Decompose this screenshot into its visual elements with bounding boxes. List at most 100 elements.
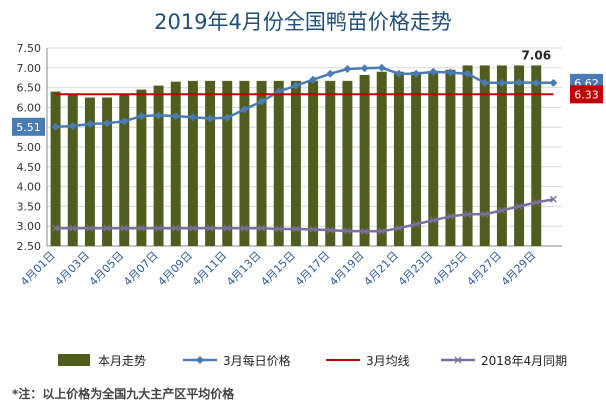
- x-tick-label: 4月01日: [18, 249, 58, 289]
- data-point: [154, 111, 163, 120]
- data-point: [69, 224, 77, 232]
- data-point: [206, 224, 214, 232]
- data-point: [549, 78, 558, 87]
- data-point: [309, 225, 317, 233]
- data-point: [549, 195, 557, 203]
- data-point: [463, 69, 472, 78]
- bar: [325, 80, 336, 246]
- bar: [290, 80, 301, 246]
- bar: [376, 71, 387, 246]
- x-tick-label: 4月15日: [258, 249, 298, 289]
- series-line: [55, 198, 554, 233]
- y-tick-label: 4.50: [17, 161, 42, 174]
- data-point: [51, 122, 60, 131]
- y-tick-label: 6.50: [17, 82, 42, 95]
- bar: [153, 85, 164, 247]
- bar: [273, 80, 284, 246]
- data-point: [498, 206, 506, 214]
- data-point: [480, 78, 489, 87]
- y-tick-label: 2.50: [17, 240, 42, 253]
- data-point: [326, 226, 334, 234]
- bar: [50, 91, 61, 246]
- data-point: [361, 227, 369, 235]
- data-point: [360, 64, 369, 73]
- data-point: [326, 69, 335, 78]
- y-tick-label: 6.00: [17, 101, 42, 114]
- bar: [496, 65, 507, 246]
- data-label: 5.51: [16, 121, 41, 134]
- bar: [428, 71, 439, 246]
- chart-title: 2019年4月份全国鸭苗价格走势: [154, 10, 452, 34]
- bar: [102, 97, 113, 246]
- bar: [136, 89, 147, 246]
- data-point: [291, 81, 300, 90]
- data-point: [171, 112, 180, 121]
- bar: [531, 65, 542, 246]
- bar: [514, 65, 525, 246]
- data-point: [257, 97, 266, 106]
- data-point: [377, 63, 386, 72]
- bar: [239, 80, 250, 246]
- data-point: [343, 227, 351, 235]
- data-point: [188, 113, 197, 122]
- data-point: [395, 224, 403, 232]
- data-point: [172, 224, 180, 232]
- data-point: [481, 210, 489, 218]
- data-point: [240, 105, 249, 114]
- y-tick-label: 7.00: [17, 62, 42, 75]
- bar: [84, 97, 95, 246]
- data-point: [532, 78, 541, 87]
- x-tick-label: 4月05日: [87, 249, 127, 289]
- data-point: [206, 114, 215, 123]
- data-point: [223, 224, 231, 232]
- bar: [308, 80, 319, 246]
- y-tick-label: 4.00: [17, 181, 42, 194]
- data-point: [189, 224, 197, 232]
- series-line: [55, 66, 554, 129]
- x-tick-label: 4月09日: [155, 249, 195, 289]
- bar: [187, 80, 198, 246]
- data-point: [429, 216, 437, 224]
- bar: [256, 80, 267, 246]
- bar: [479, 65, 490, 246]
- data-point: [446, 68, 455, 77]
- data-point: [394, 69, 403, 78]
- data-point: [68, 122, 77, 131]
- data-point: [532, 198, 540, 206]
- data-point: [464, 210, 472, 218]
- x-tick-label: 4月23日: [396, 249, 436, 289]
- data-point: [309, 75, 318, 84]
- data-label-box: [570, 85, 603, 104]
- legend-label: 3月均线: [366, 354, 410, 368]
- data-point: [497, 78, 506, 87]
- data-point: [412, 220, 420, 228]
- bar: [342, 80, 353, 246]
- data-point: [103, 224, 111, 232]
- legend-label: 3月每日价格: [223, 353, 291, 368]
- data-point: [412, 69, 421, 78]
- x-tick-label: 4月27日: [464, 249, 504, 289]
- bar: [170, 81, 181, 246]
- x-tick-label: 4月21日: [361, 249, 401, 289]
- legend-label: 本月走势: [98, 354, 146, 368]
- y-tick-label: 3.50: [17, 200, 42, 213]
- y-tick-label: 3.00: [17, 220, 42, 233]
- data-point: [378, 227, 386, 235]
- data-point: [120, 224, 128, 232]
- x-tick-label: 4月19日: [327, 249, 367, 289]
- bar: [411, 71, 422, 246]
- legend-label: 2018年4月同期: [481, 354, 567, 368]
- data-point: [86, 224, 94, 232]
- data-point: [258, 224, 266, 232]
- data-point: [120, 117, 129, 126]
- data-point: [223, 113, 232, 122]
- chart-footnote: *注：以上价格为全国九大主产区平均价格: [12, 387, 235, 401]
- y-tick-label: 5.00: [17, 141, 42, 154]
- data-point: [103, 119, 112, 128]
- bar: [222, 80, 233, 246]
- data-point: [343, 64, 352, 73]
- bar: [393, 71, 404, 246]
- data-label: 7.06: [521, 48, 551, 62]
- data-point: [292, 225, 300, 233]
